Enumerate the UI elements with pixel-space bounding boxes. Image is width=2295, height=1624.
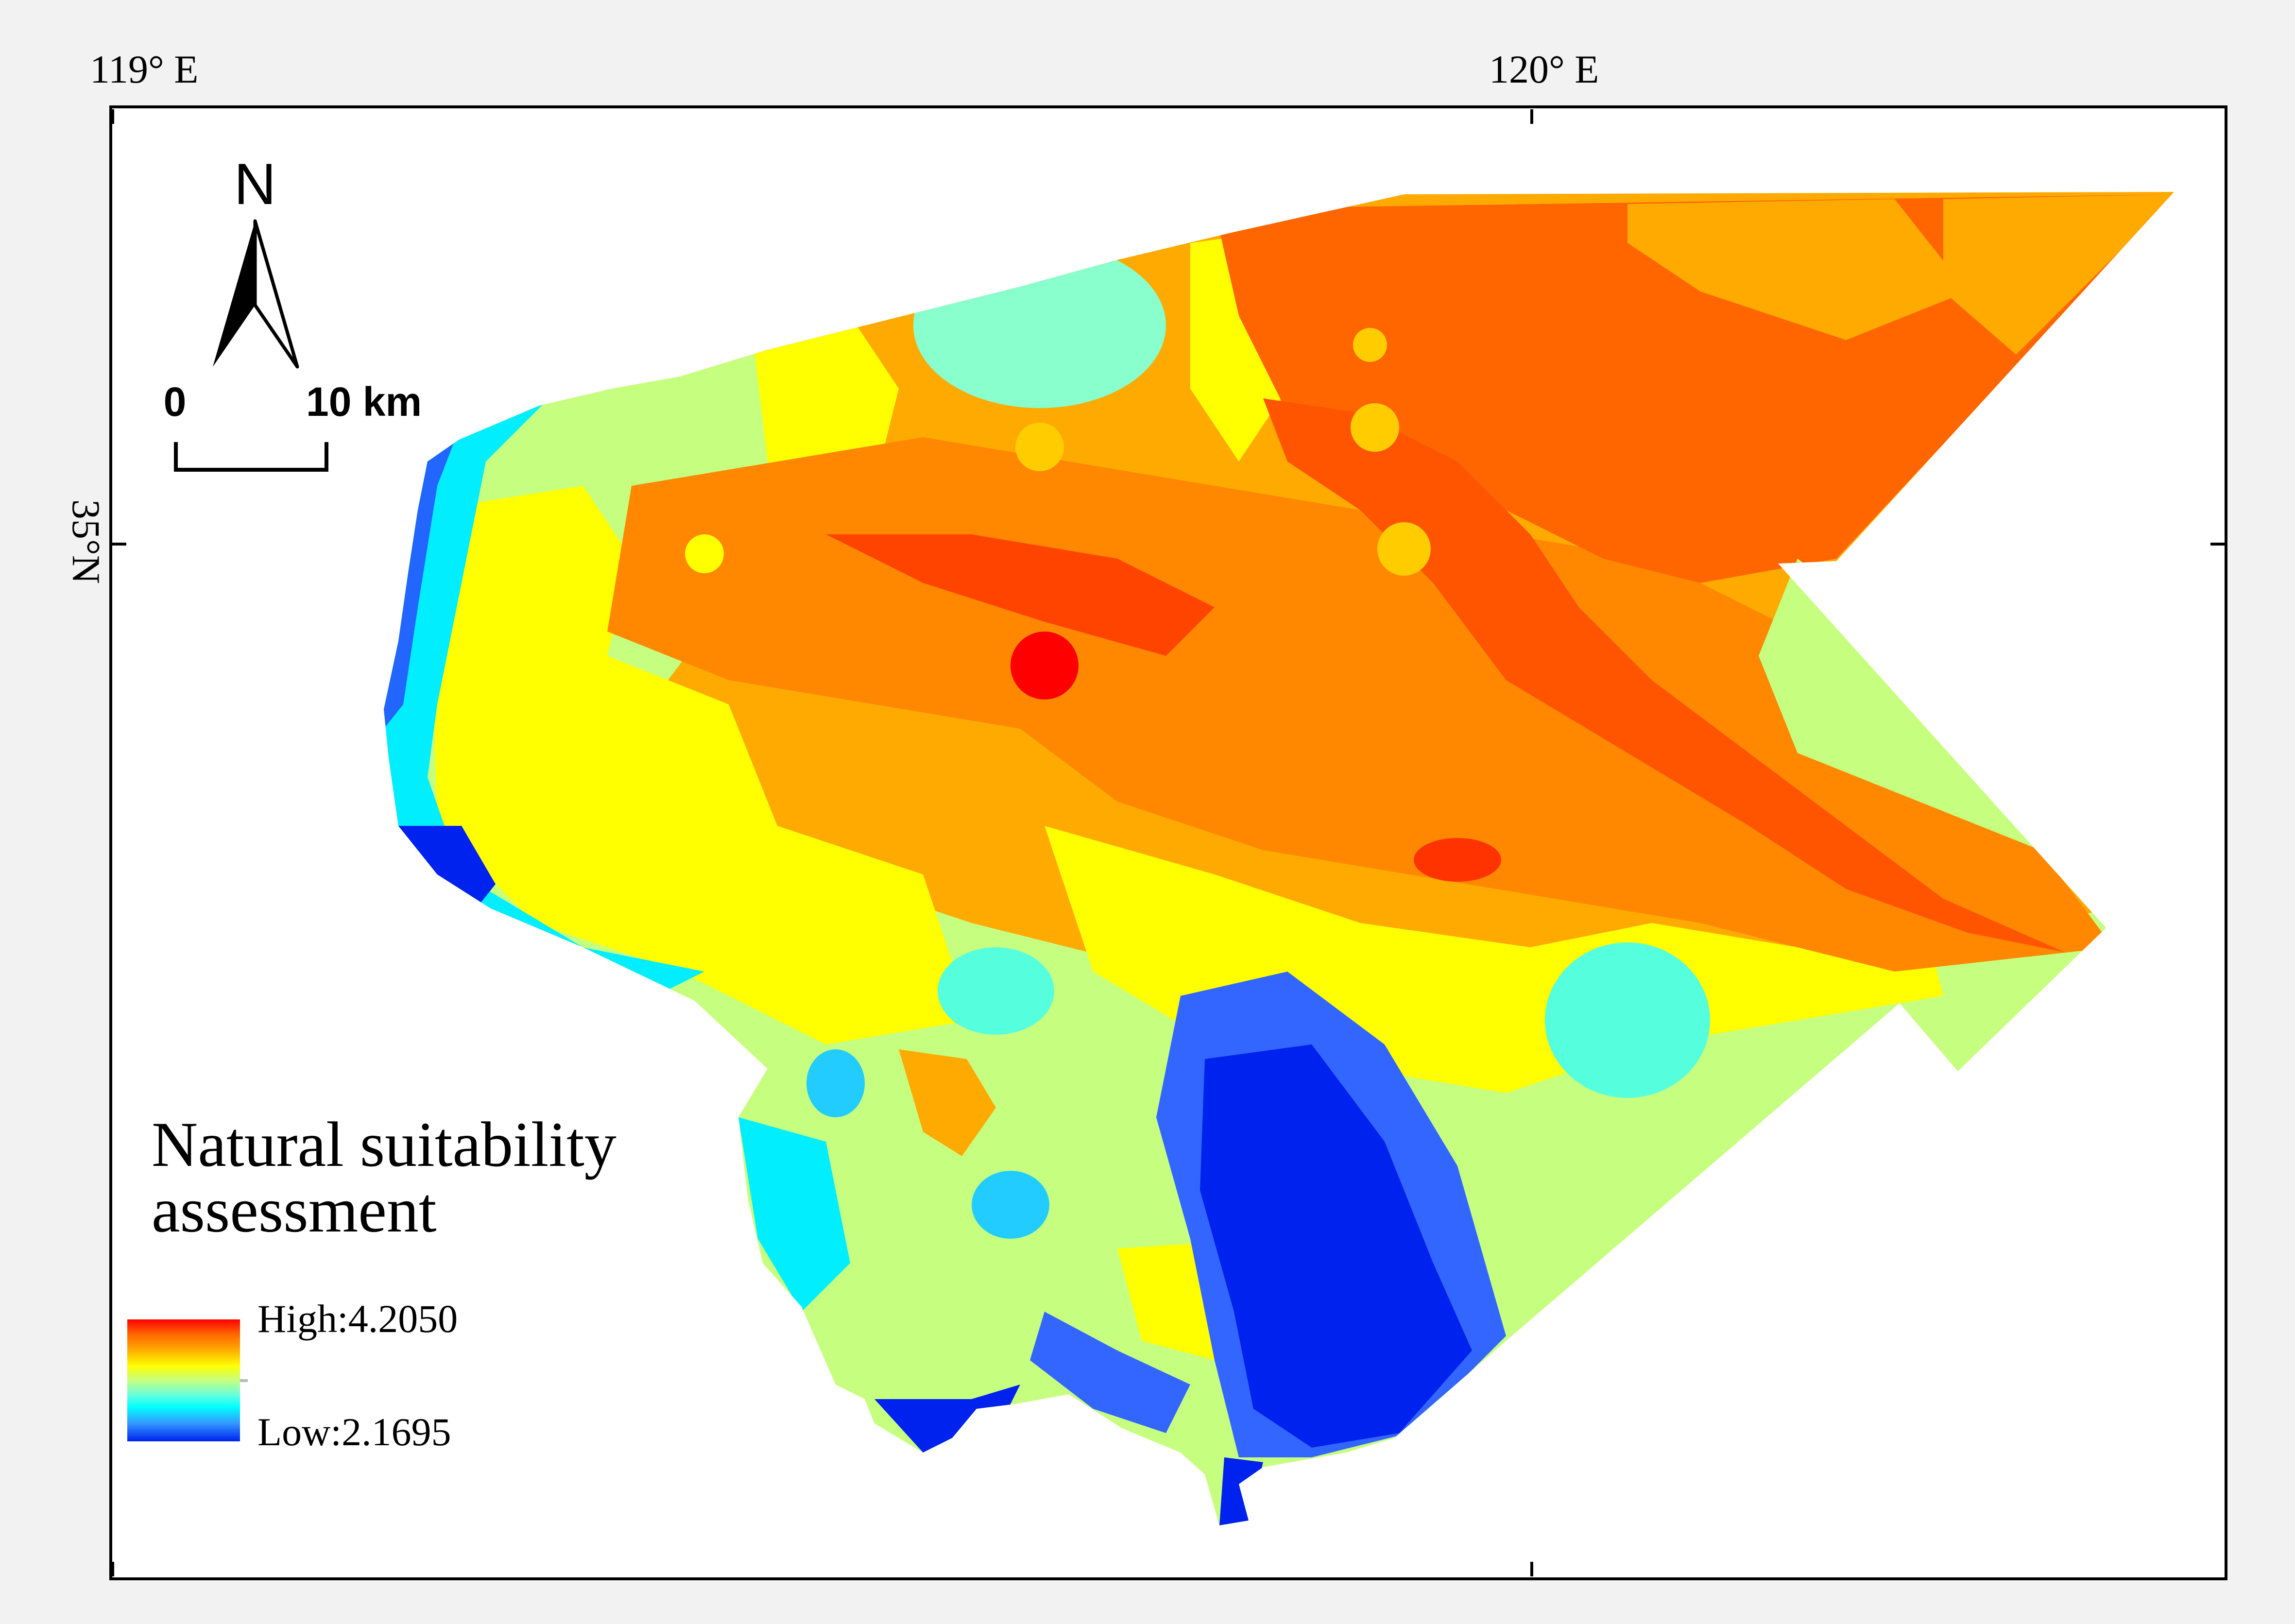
- legend-color-ramp: [127, 1319, 240, 1441]
- legend-low-label: Low:2.1695: [257, 1410, 451, 1454]
- north-letter: N: [234, 152, 276, 217]
- graticule-ticks: [111, 109, 2226, 1576]
- latitude-label-35: 35°N: [64, 499, 108, 584]
- longitude-label-119: 119° E: [90, 47, 198, 91]
- north-arrow-icon: [213, 219, 299, 369]
- scale-bar: [174, 442, 328, 472]
- scale-start-label: 0: [164, 379, 187, 425]
- scale-end-label: 10 km: [306, 379, 422, 425]
- longitude-label-120: 120° E: [1489, 47, 1599, 91]
- legend-title-line2: assessment: [152, 1174, 437, 1246]
- legend-title-line1: Natural suitability: [152, 1109, 617, 1180]
- legend-high-label: High:4.2050: [257, 1297, 458, 1341]
